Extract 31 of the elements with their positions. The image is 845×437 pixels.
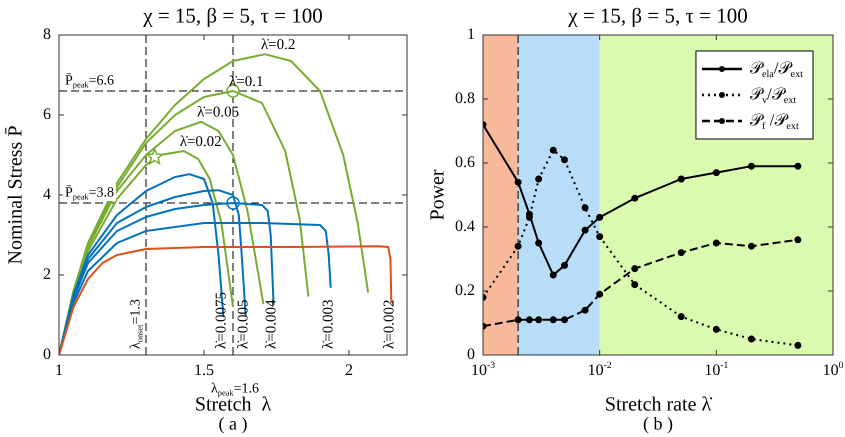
x-tick-label: 2 xyxy=(345,362,353,380)
series-label: λ̇=0.02 xyxy=(180,134,222,150)
text: λ̇=0.002 xyxy=(381,300,398,349)
chart-title: χ = 15, β = 5, τ = 100 xyxy=(567,4,748,28)
y-tick-label: 0.8 xyxy=(455,90,475,108)
series-label: λ̇=0.2 xyxy=(260,37,296,54)
series-label: λ̇=0.05 xyxy=(197,104,240,121)
y-tick-label: 0 xyxy=(43,346,51,364)
x-tick-label: 1.5 xyxy=(194,362,214,380)
text: λ̇=0.005 xyxy=(236,300,252,349)
y-axis-title: Power xyxy=(426,169,448,221)
series-label: λ̇=0.1 xyxy=(229,74,264,90)
y-tick-label: 2 xyxy=(43,266,51,284)
text: λ̇=0.004 xyxy=(264,299,280,349)
y-tick-label: 0 xyxy=(467,346,475,364)
text: ( b ) xyxy=(643,414,674,434)
y-tick-label: 0.6 xyxy=(455,154,475,172)
x-axis-title: Stretch rate λ̇ xyxy=(604,393,714,416)
y-tick-label: 6 xyxy=(43,106,51,124)
ref-line-label: λonset=1.3 xyxy=(128,299,144,349)
y-tick-label: 0.4 xyxy=(455,218,475,236)
text: ( a ) xyxy=(218,414,248,434)
y-tick-label: 1 xyxy=(467,26,475,44)
y-tick-label: 0.2 xyxy=(455,282,475,300)
x-tick-label: 1 xyxy=(55,362,63,380)
text: λ̇=0.003 xyxy=(320,300,337,349)
y-tick-label: 4 xyxy=(43,186,51,204)
chart-title: χ = 15, β = 5, τ = 100 xyxy=(142,4,323,28)
text: λ̇=0.0075 xyxy=(213,292,230,349)
y-tick-label: 8 xyxy=(43,26,51,44)
y-axis-title: Nominal Stress P̄ xyxy=(4,126,26,264)
